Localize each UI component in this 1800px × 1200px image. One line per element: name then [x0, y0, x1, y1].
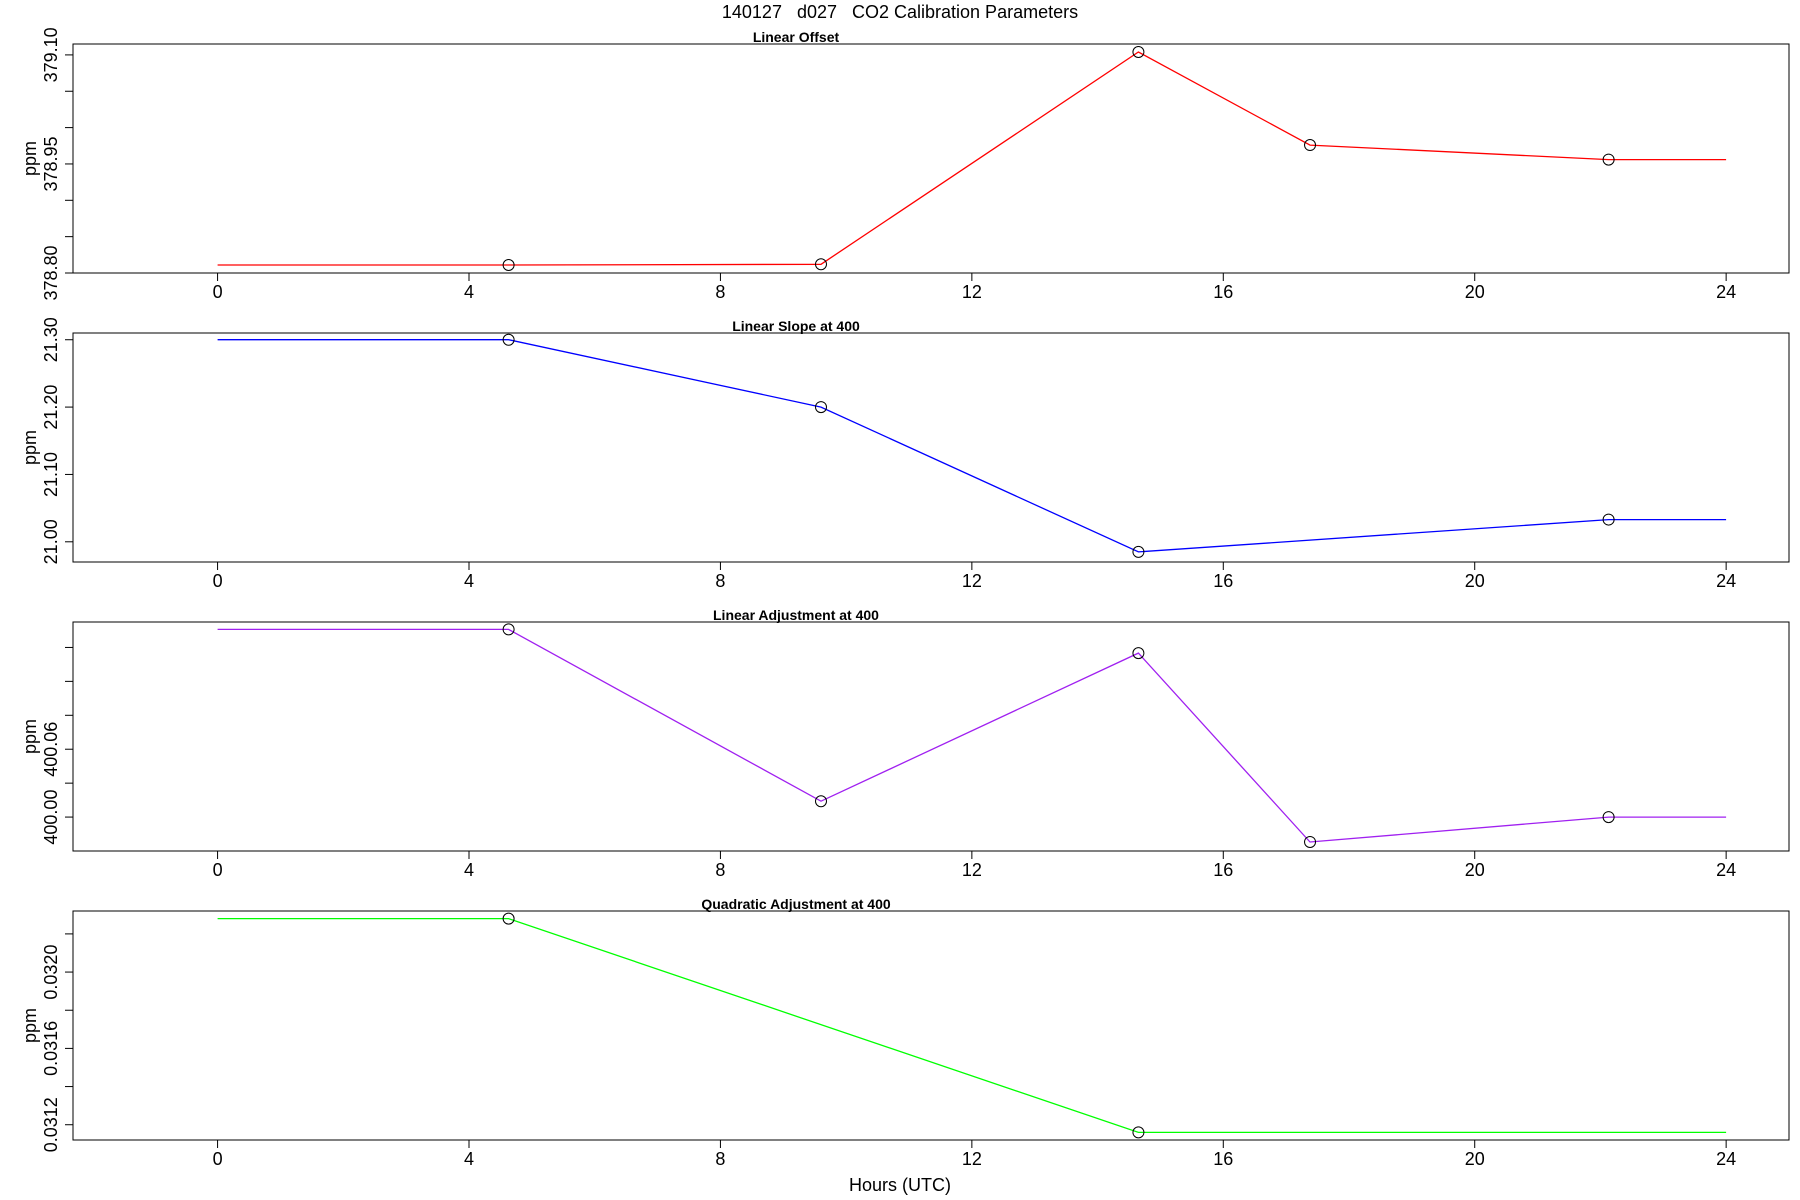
panel-2-frame: [72, 332, 1790, 563]
panel-1-y-tick-label: 379.10: [41, 27, 61, 82]
panel-4-x-tick-label: 12: [962, 1149, 982, 1169]
panel-4-data-point: [502, 912, 515, 925]
panel-3-title: Linear Adjustment at 400: [713, 607, 879, 623]
panel-4-y-tick-label: 0.0312: [41, 1097, 61, 1152]
panel-2-data-point: [1602, 513, 1615, 526]
panel-1-y-tick-label: 378.80: [41, 245, 61, 300]
panel-4-frame: [72, 910, 1790, 1141]
panel-1-x-tick-label: 8: [715, 282, 725, 302]
panel-1-y-tick-label: 378.95: [41, 136, 61, 191]
panel-3-data-point: [502, 623, 515, 636]
panel-1-frame: [72, 43, 1790, 274]
panel-2-y-tick-label: 21.10: [41, 452, 61, 497]
panel-3-data-point: [1132, 647, 1145, 660]
panel-4-title: Quadratic Adjustment at 400: [701, 896, 891, 912]
page-title: 140127 d027 CO2 Calibration Parameters: [721, 2, 1079, 22]
panel-4-series-line: [217, 917, 1727, 1134]
panel-3-frame: [72, 621, 1790, 852]
panel-1-title: Linear Offset: [753, 29, 840, 45]
panel-4-y-tick-label: 0.0320: [41, 945, 61, 1000]
panel-2-x-tick-label: 12: [962, 571, 982, 591]
panel-2-x-tick-label: 24: [1716, 571, 1736, 591]
panel-2-series-line: [217, 339, 1727, 553]
panel-3-x-tick-label: 16: [1213, 860, 1233, 880]
panel-2-data-point: [1132, 545, 1145, 558]
panel-1-x-tick-label: 0: [213, 282, 223, 302]
panel-1-x-tick-label: 16: [1213, 282, 1233, 302]
panel-3-x-tick-label: 0: [213, 860, 223, 880]
panel-3-data-point: [1304, 835, 1317, 848]
panel-3-data-point: [1602, 811, 1615, 824]
panel-2-y-tick-label: 21.00: [41, 519, 61, 564]
panel-3-y-tick-label: 400.06: [41, 722, 61, 777]
panel-2-x-tick-label: 0: [213, 571, 223, 591]
panel-4-x-tick-label: 8: [715, 1149, 725, 1169]
panel-3-x-tick-label: 8: [715, 860, 725, 880]
panel-1-data-point: [1132, 45, 1145, 58]
panel-1-data-point: [815, 258, 827, 271]
panel-4-x-tick-label: 0: [213, 1149, 223, 1169]
panel-2-data-point: [502, 333, 515, 346]
panel-3-x-tick-label: 12: [962, 860, 982, 880]
panel-3-y-axis-label: ppm: [20, 719, 40, 754]
panel-2-y-tick-label: 21.20: [41, 385, 61, 430]
panel-3-series-line: [217, 628, 1727, 843]
panel-4-x-tick-label: 4: [464, 1149, 474, 1169]
panel-3-x-tick-label: 20: [1465, 860, 1485, 880]
panel-3-x-tick-label: 4: [464, 860, 474, 880]
panel-2-y-tick-label: 21.30: [41, 317, 61, 362]
panel-2-title: Linear Slope at 400: [732, 318, 860, 334]
panel-2-x-tick-label: 16: [1213, 571, 1233, 591]
panel-3-data-point: [815, 795, 827, 808]
panel-1-data-point: [1304, 139, 1317, 152]
panel-1-data-point: [502, 259, 515, 272]
panel-4-x-tick-label: 20: [1465, 1149, 1485, 1169]
panel-1-x-tick-label: 4: [464, 282, 474, 302]
panel-4-x-tick-label: 24: [1716, 1149, 1736, 1169]
panel-3-x-tick-label: 24: [1716, 860, 1736, 880]
panel-2-x-tick-label: 20: [1465, 571, 1485, 591]
panel-2-y-axis-label: ppm: [20, 430, 40, 465]
panel-1-x-tick-label: 24: [1716, 282, 1736, 302]
panel-3-y-tick-label: 400.00: [41, 790, 61, 845]
x-axis-label: Hours (UTC): [849, 1175, 951, 1195]
panel-1-x-tick-label: 20: [1465, 282, 1485, 302]
panel-1-series-line: [217, 51, 1727, 266]
panel-1-data-point: [1602, 153, 1615, 166]
panel-1-y-axis-label: ppm: [20, 141, 40, 176]
panel-4-x-tick-label: 16: [1213, 1149, 1233, 1169]
panel-1-x-tick-label: 12: [962, 282, 982, 302]
panel-2-data-point: [815, 401, 827, 414]
panel-2-x-tick-label: 4: [464, 571, 474, 591]
panel-2-x-tick-label: 8: [715, 571, 725, 591]
panel-4-y-axis-label: ppm: [20, 1008, 40, 1043]
panel-4-y-tick-label: 0.0316: [41, 1021, 61, 1076]
panel-4-data-point: [1132, 1126, 1145, 1139]
